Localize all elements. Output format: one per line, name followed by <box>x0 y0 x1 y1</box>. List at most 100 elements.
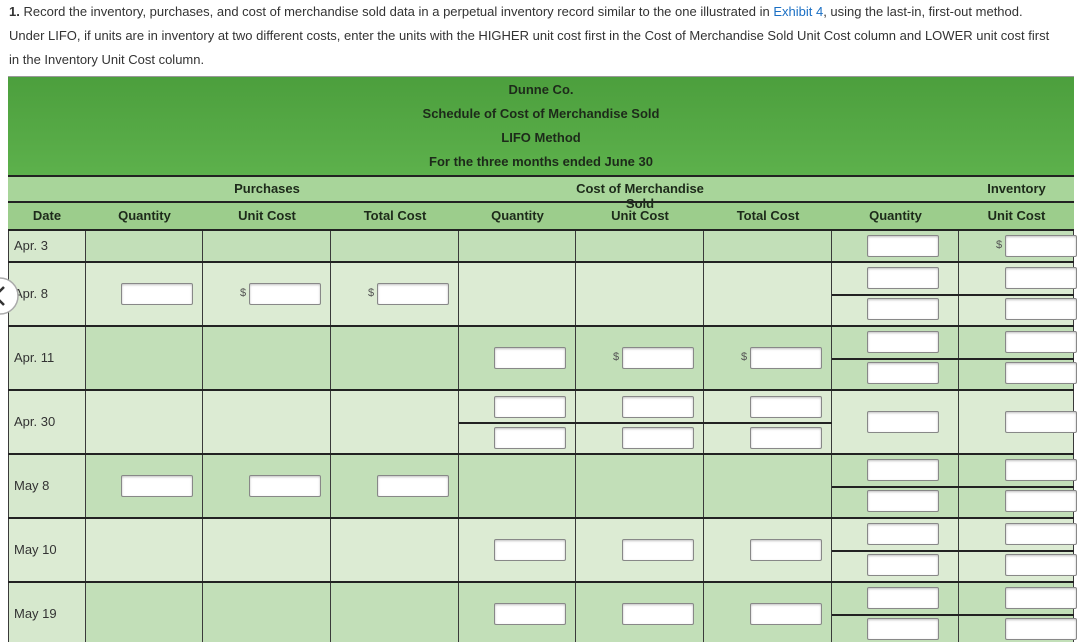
input-box[interactable] <box>867 298 939 320</box>
input-box[interactable] <box>622 347 694 369</box>
date: May 8 <box>14 478 50 493</box>
currency-symbol: $ <box>996 239 1003 251</box>
input-box[interactable] <box>377 475 449 497</box>
input-box[interactable] <box>750 347 822 369</box>
input-box[interactable] <box>622 603 694 625</box>
table-cell <box>331 231 459 263</box>
input-box[interactable] <box>867 523 939 545</box>
input-box[interactable] <box>867 235 939 257</box>
input-box[interactable] <box>494 396 566 418</box>
currency-symbol: $ <box>741 351 748 363</box>
input-box[interactable] <box>867 490 939 512</box>
input-box[interactable] <box>867 554 939 576</box>
table-cell <box>576 455 704 519</box>
input-box[interactable] <box>750 603 822 625</box>
input-box[interactable] <box>1005 459 1077 481</box>
table-cell <box>331 583 459 642</box>
input-box[interactable] <box>1005 298 1077 320</box>
sub-divider <box>832 294 1074 296</box>
table-cell <box>86 519 203 583</box>
table-cell <box>704 263 832 327</box>
date: Apr. 30 <box>14 414 56 429</box>
currency-symbol: $ <box>613 351 620 363</box>
input-box[interactable] <box>121 475 193 497</box>
instructions: 1. Record the inventory, purchases, and … <box>9 0 1059 72</box>
table-cell <box>8 231 86 263</box>
divider <box>8 201 1074 203</box>
table-cell <box>86 391 203 455</box>
table-cell <box>331 519 459 583</box>
input-box[interactable] <box>622 427 694 449</box>
divider <box>8 175 1074 177</box>
input-box[interactable] <box>1005 267 1077 289</box>
input-box[interactable] <box>494 347 566 369</box>
input-box[interactable] <box>867 411 939 433</box>
input-box[interactable] <box>494 539 566 561</box>
row-divider <box>8 389 1074 391</box>
date: Apr. 3 <box>14 238 48 253</box>
input-box[interactable] <box>867 618 939 640</box>
exhibit-link[interactable]: Exhibit 4 <box>773 4 824 19</box>
divider <box>8 229 1074 231</box>
row-divider <box>8 453 1074 455</box>
input-box[interactable] <box>1005 554 1077 576</box>
input-box[interactable] <box>1005 618 1077 640</box>
sub-divider <box>832 550 1074 552</box>
column-header: Unit Cost <box>987 208 1046 223</box>
currency-symbol: $ <box>368 287 375 299</box>
column-header: Unit Cost <box>611 208 669 223</box>
table-cell <box>203 583 331 642</box>
period: For the three months ended June 30 <box>429 154 653 169</box>
column-header: Unit Cost <box>238 208 296 223</box>
input-box[interactable] <box>249 475 321 497</box>
table-cell <box>8 519 86 583</box>
input-box[interactable] <box>1005 490 1077 512</box>
table-cell <box>86 231 203 263</box>
input-box[interactable] <box>867 331 939 353</box>
input-box[interactable] <box>750 396 822 418</box>
input-box[interactable] <box>494 427 566 449</box>
input-box[interactable] <box>1005 411 1077 433</box>
input-box[interactable] <box>867 459 939 481</box>
input-box[interactable] <box>1005 331 1077 353</box>
group-header: Cost of Merchandise Sold <box>576 181 704 211</box>
input-box[interactable] <box>750 427 822 449</box>
input-box[interactable] <box>1005 362 1077 384</box>
table-cell <box>8 263 86 327</box>
input-box[interactable] <box>121 283 193 305</box>
column-header: Quantity <box>118 208 171 223</box>
input-box[interactable] <box>249 283 321 305</box>
sub-divider <box>832 614 1074 616</box>
table-cell <box>459 231 576 263</box>
input-box[interactable] <box>750 539 822 561</box>
row-divider <box>8 517 1074 519</box>
schedule-title: Schedule of Cost of Merchandise Sold <box>422 106 660 121</box>
table-cell <box>203 391 331 455</box>
column-header: Total Cost <box>363 208 427 223</box>
method: LIFO Method <box>501 130 581 145</box>
input-box[interactable] <box>867 267 939 289</box>
input-box[interactable] <box>867 587 939 609</box>
table-cell <box>86 583 203 642</box>
back-button[interactable] <box>0 276 24 316</box>
sub-divider <box>459 422 832 424</box>
input-box[interactable] <box>622 396 694 418</box>
table-cell <box>459 455 576 519</box>
table-cell <box>704 455 832 519</box>
question-number: 1. <box>9 4 20 19</box>
table-cell <box>8 391 86 455</box>
instruction-text: , using the last-in, first-out method. U… <box>9 4 1050 67</box>
input-box[interactable] <box>1005 523 1077 545</box>
input-box[interactable] <box>867 362 939 384</box>
sub-divider <box>832 358 1074 360</box>
input-box[interactable] <box>622 539 694 561</box>
input-box[interactable] <box>494 603 566 625</box>
table-cell <box>203 519 331 583</box>
table-cell <box>8 327 86 391</box>
row-divider <box>8 581 1074 583</box>
date: Apr. 11 <box>14 350 55 365</box>
input-box[interactable] <box>1005 587 1077 609</box>
input-box[interactable] <box>377 283 449 305</box>
table-cell <box>203 231 331 263</box>
input-box[interactable] <box>1005 235 1077 257</box>
